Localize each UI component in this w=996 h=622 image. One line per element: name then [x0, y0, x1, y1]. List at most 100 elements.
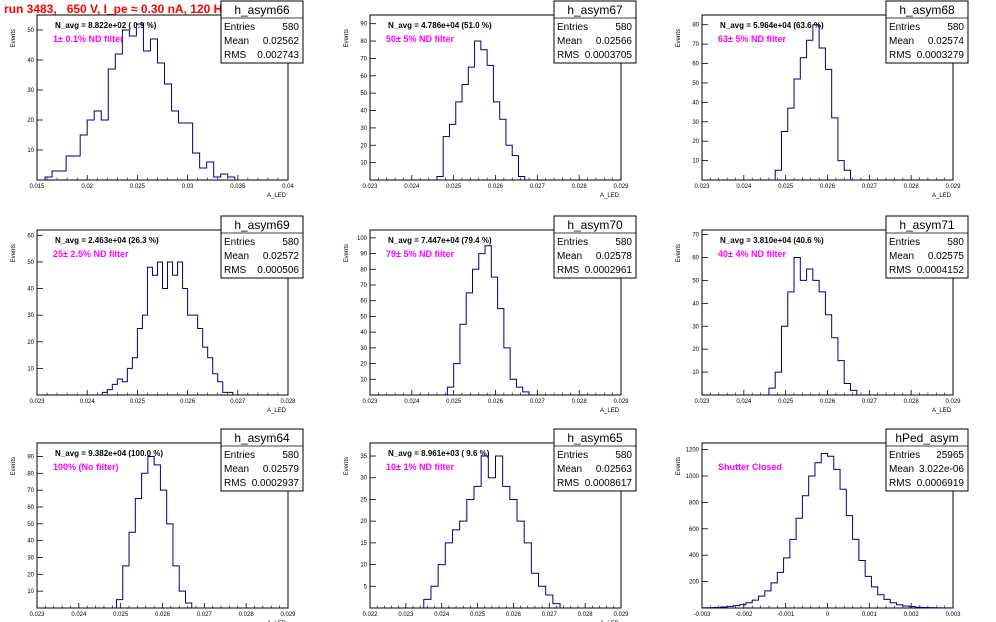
filter-annotation: 40± 4% ND filter [718, 249, 786, 259]
x-tick-label: 0.027 [862, 184, 878, 190]
y-axis-title: Events [11, 244, 17, 262]
stats-mean-value: 0.02562 [263, 36, 300, 47]
y-tick-label: 30 [360, 476, 367, 482]
stats-entries-label: Entries [889, 237, 920, 248]
x-tick-label: 0.029 [613, 184, 629, 190]
histogram-panel-h_asym65: 0.022 0.023 0.024 0.025 0.026 0.027 0.028 0.029… [344, 428, 637, 622]
y-tick-label: 60 [27, 505, 34, 511]
y-tick-label: 200 [689, 580, 700, 586]
stats-mean-label: Mean [557, 464, 582, 475]
histogram-panel-h_asym67: 0.023 0.024 0.025 0.026 0.027 0.028 0.029 10 20 3… [344, 0, 637, 199]
y-tick-label: 50 [27, 28, 34, 34]
x-tick-label: 0.029 [613, 399, 629, 405]
y-tick-label: 60 [692, 256, 699, 262]
x-tick-label: 0.02 [81, 184, 93, 190]
x-tick-label: 0.027 [862, 399, 878, 405]
y-tick-label: 90 [360, 22, 367, 28]
stats-rms-value: 0.000506 [257, 265, 299, 276]
y-tick-label: 10 [27, 148, 34, 154]
y-tick-label: 30 [360, 126, 367, 132]
y-tick-label: 35 [360, 454, 367, 460]
histogram-panel-h_asym71: 0.023 0.024 0.025 0.026 0.027 0.028 0.029 10 20 3… [676, 215, 969, 414]
y-tick-label: 90 [360, 252, 367, 258]
x-tick-label: 0.015 [29, 184, 45, 190]
stats-mean-label: Mean [224, 464, 249, 475]
x-tick-label: 0.04 [282, 184, 294, 190]
x-tick-label: 0.023 [362, 184, 378, 190]
y-tick-label: 50 [360, 314, 367, 320]
stats-rms-value: 0.0002961 [585, 265, 633, 276]
y-tick-label: 80 [360, 39, 367, 45]
x-tick-label: 0.026 [820, 184, 836, 190]
x-tick-label: 0.028 [904, 184, 920, 190]
stats-rms-label: RMS [224, 50, 247, 61]
y-tick-label: 50 [692, 81, 699, 87]
stats-title: h_asym67 [567, 3, 623, 17]
y-tick-label: 30 [360, 346, 367, 352]
filter-annotation: 1± 0.1% ND filter [53, 34, 124, 44]
x-tick-label: 0.035 [230, 184, 246, 190]
y-tick-label: 25 [360, 497, 367, 503]
y-tick-label: 100 [357, 236, 368, 242]
y-tick-label: 70 [692, 42, 699, 48]
y-tick-label: 30 [692, 324, 699, 330]
y-tick-label: 30 [692, 120, 699, 126]
stats-entries-value: 580 [282, 450, 299, 461]
y-tick-label: 60 [360, 299, 367, 305]
histogram-panel-h_asym64: 0.023 0.024 0.025 0.026 0.027 0.028 0.029 10 20 3… [11, 428, 304, 622]
histogram-panel-h_asym69: 0.023 0.024 0.025 0.026 0.027 0.028 10 20 30 40 50… [11, 215, 304, 414]
stats-entries-label: Entries [889, 22, 920, 33]
stats-entries-label: Entries [224, 22, 255, 33]
y-axis-title: Events [11, 29, 17, 47]
stats-mean-label: Mean [889, 464, 914, 475]
stats-title: h_asym66 [234, 3, 290, 17]
x-axis-title: A_LED [267, 193, 287, 199]
x-tick-label: 0.024 [736, 399, 752, 405]
x-tick-label: 0.023 [29, 612, 45, 618]
stats-rms-label: RMS [224, 478, 247, 489]
stats-box [553, 215, 637, 279]
x-tick-label: 0.024 [404, 184, 420, 190]
stats-title: h_asym68 [899, 3, 955, 17]
y-tick-label: 600 [689, 527, 700, 533]
x-tick-label: 0.024 [736, 184, 752, 190]
plot-frame [369, 442, 622, 609]
y-tick-label: 30 [27, 313, 34, 319]
stats-rms-value: 0.0006919 [917, 478, 965, 489]
y-tick-label: 50 [27, 522, 34, 528]
x-axis-title: A_LED [600, 193, 620, 199]
y-tick-label: 80 [360, 267, 367, 273]
y-tick-label: 10 [360, 563, 367, 569]
x-tick-label: 0.025 [446, 184, 462, 190]
y-tick-label: 20 [360, 519, 367, 525]
stats-mean-value: 0.02579 [263, 464, 300, 475]
histogram-panel-h_asym66: 0.015 0.02 0.025 0.03 0.035 0.04 10 20 30 40 50 Eve… [11, 0, 304, 199]
stats-rms-value: 0.0008617 [585, 478, 633, 489]
y-tick-label: 80 [692, 23, 699, 29]
x-tick-label: 0.026 [506, 612, 522, 618]
x-tick-label: 0.027 [530, 184, 546, 190]
x-tick-label: 0.027 [530, 399, 546, 405]
stats-rms-value: 0.0002937 [252, 478, 300, 489]
stats-mean-value: 0.02563 [596, 464, 633, 475]
stats-title: hPed_asym [895, 431, 958, 445]
filter-annotation: 63± 5% ND filter [718, 34, 786, 44]
filter-annotation: 25± 2.5% ND filter [53, 249, 129, 259]
x-tick-label: 0.028 [572, 184, 588, 190]
y-tick-label: 70 [692, 233, 699, 239]
histogram-line-h_asym68 [774, 24, 852, 180]
y-tick-label: 20 [27, 572, 34, 578]
stats-mean-label: Mean [224, 251, 249, 262]
histogram-line-h_asym64 [115, 455, 193, 608]
y-axis-title: Events [344, 29, 350, 47]
stats-mean-value: 0.02574 [928, 36, 965, 47]
histogram-line-h_asym67 [436, 40, 526, 180]
x-tick-label: 0.024 [80, 399, 96, 405]
x-tick-label: 0.025 [446, 399, 462, 405]
x-axis-title: A_LED [932, 193, 952, 199]
x-tick-label: 0.025 [778, 399, 794, 405]
plot-frame [36, 14, 289, 181]
stats-box [220, 428, 304, 492]
stats-rms-value: 0.0003279 [917, 50, 965, 61]
x-tick-label: 0.001 [862, 612, 878, 618]
